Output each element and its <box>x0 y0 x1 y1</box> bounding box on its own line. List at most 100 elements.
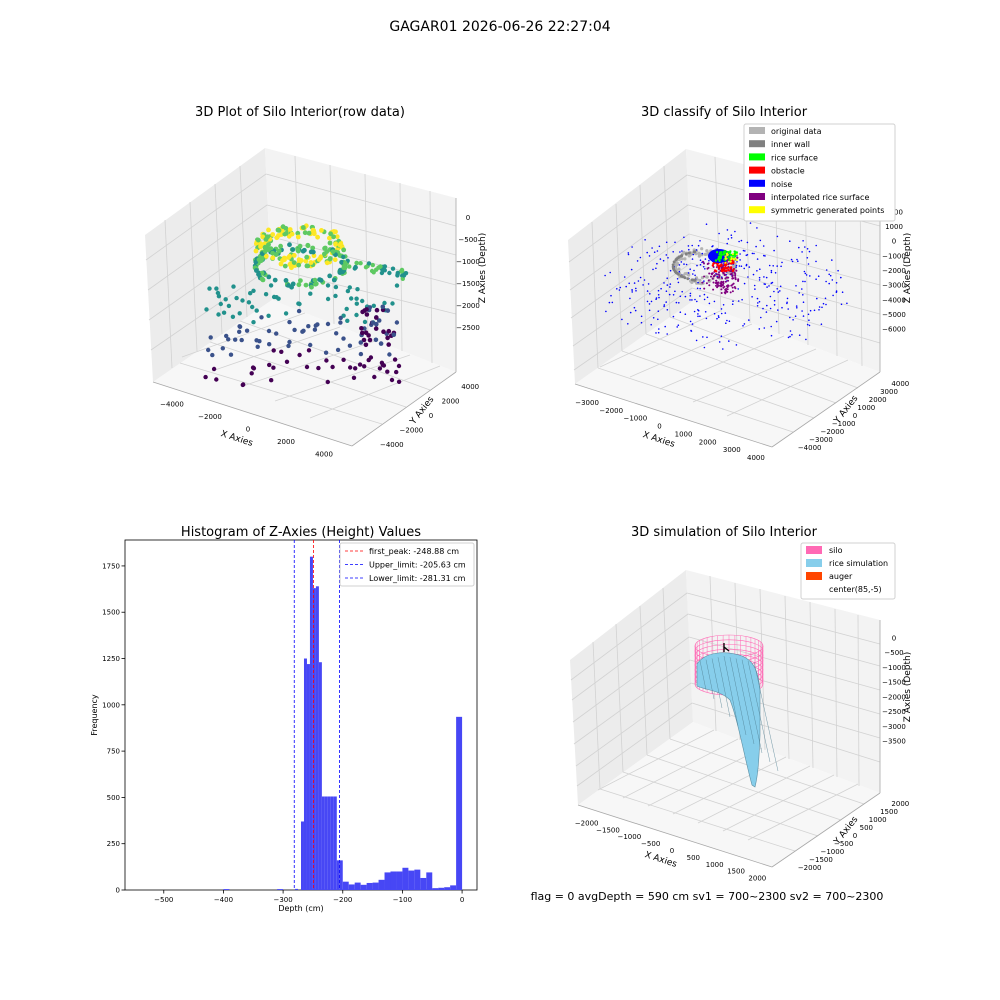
y-tick-label: 750 <box>107 748 120 756</box>
noise-point <box>665 301 667 303</box>
noise-point <box>801 251 803 253</box>
y-tick-label: 1500 <box>102 609 120 617</box>
scatter-point <box>333 242 338 247</box>
rice-surface-point <box>719 255 723 258</box>
rice-surface-point <box>715 251 719 254</box>
scatter-point <box>260 234 266 240</box>
noise-point <box>647 283 650 285</box>
scatter-point <box>394 283 400 288</box>
noise-point <box>815 278 817 281</box>
scatter-point <box>298 258 304 263</box>
noise-point <box>699 240 701 242</box>
scatter-point <box>334 234 340 240</box>
noise-point <box>681 250 683 252</box>
scatter-point <box>367 337 373 343</box>
inner-wall-point <box>678 255 681 259</box>
histogram-bar <box>342 881 349 890</box>
interpolated-point <box>702 260 704 263</box>
rice-surface-point <box>723 250 727 253</box>
interpolated-point <box>718 274 721 277</box>
symmetric-point <box>731 253 734 256</box>
interpolated-point <box>712 281 715 284</box>
interpolated-point <box>734 277 737 280</box>
subplot-raw-scatter: 3D Plot of Silo Interior(row data) −4000… <box>145 105 488 459</box>
scatter-point <box>366 261 372 266</box>
tick-label: 2000 <box>748 875 766 883</box>
inner-wall-point <box>671 263 675 267</box>
scatter-point <box>360 330 365 336</box>
classify-title: 3D classify of Silo Interior <box>641 105 808 120</box>
noise-point <box>763 276 765 278</box>
scatter-point <box>237 329 242 334</box>
scatter-point <box>249 371 254 376</box>
legend-label: first_peak: -248.88 cm <box>369 547 459 556</box>
scatter-point <box>361 337 367 343</box>
noise-point <box>722 348 724 350</box>
noise-point <box>829 274 832 277</box>
scatter-point <box>348 365 353 370</box>
scatter-point <box>372 374 377 380</box>
tick-label: 500 <box>687 854 700 862</box>
interpolated-point <box>703 287 706 290</box>
scatter-point <box>362 364 367 369</box>
scatter-point <box>203 374 208 380</box>
scatter-point <box>259 276 265 282</box>
legend-label: interpolated rice surface <box>771 193 869 202</box>
tick-label: 2000 <box>442 398 460 406</box>
noise-point <box>757 302 759 304</box>
noise-point <box>841 291 844 294</box>
interpolated-point <box>727 284 729 287</box>
scatter-point <box>275 227 281 233</box>
scatter-point <box>295 234 301 240</box>
scatter-point <box>267 362 272 368</box>
tick-label: 4000 <box>315 451 333 459</box>
noise-point <box>679 251 681 253</box>
noise-point <box>685 263 688 266</box>
noise-point <box>628 282 630 285</box>
scatter-point <box>278 243 283 249</box>
original-data-point <box>698 278 702 282</box>
center-marker <box>723 643 730 652</box>
scatter-point <box>324 260 330 266</box>
scatter-point <box>308 342 313 348</box>
scatter-point <box>298 278 303 283</box>
x-tick-label: −400 <box>214 896 233 904</box>
scatter-point <box>214 377 219 382</box>
noise-point <box>806 248 809 250</box>
histogram-bar <box>378 879 385 890</box>
interpolated-point <box>706 263 709 265</box>
noise-point <box>766 286 768 288</box>
interpolated-point <box>721 277 724 280</box>
noise-point <box>699 315 701 318</box>
scatter-point <box>349 296 354 301</box>
simulation-surface <box>694 634 779 788</box>
noise-point <box>743 323 746 325</box>
symmetric-point <box>735 253 738 256</box>
noise-point <box>791 260 794 263</box>
x-tick-label: −300 <box>273 896 292 904</box>
scatter-point <box>319 228 324 233</box>
inner-wall-point <box>690 278 694 282</box>
scatter-point <box>241 382 246 387</box>
tick-label: 0 <box>892 238 896 246</box>
noise-point <box>640 321 643 324</box>
scatter-point <box>296 262 302 268</box>
rice-surface-point <box>719 251 722 254</box>
noise-point <box>804 280 806 283</box>
scatter-point <box>308 249 314 255</box>
noise-point <box>704 311 707 313</box>
scatter-point <box>345 318 350 323</box>
noise-point <box>646 290 649 292</box>
noise-point <box>657 310 660 313</box>
noise-point <box>659 258 662 260</box>
scatter-point <box>371 270 376 275</box>
rice-surface-point <box>714 259 718 262</box>
interpolated-point <box>701 281 704 284</box>
classify-zlabel: Z Axies (Depth) <box>903 233 913 304</box>
scatter-point <box>313 323 318 328</box>
scatter-point <box>362 319 368 325</box>
scatter-point <box>310 245 316 251</box>
noise-point <box>652 317 655 319</box>
noise-point <box>787 308 789 310</box>
scatter-point <box>210 352 215 358</box>
